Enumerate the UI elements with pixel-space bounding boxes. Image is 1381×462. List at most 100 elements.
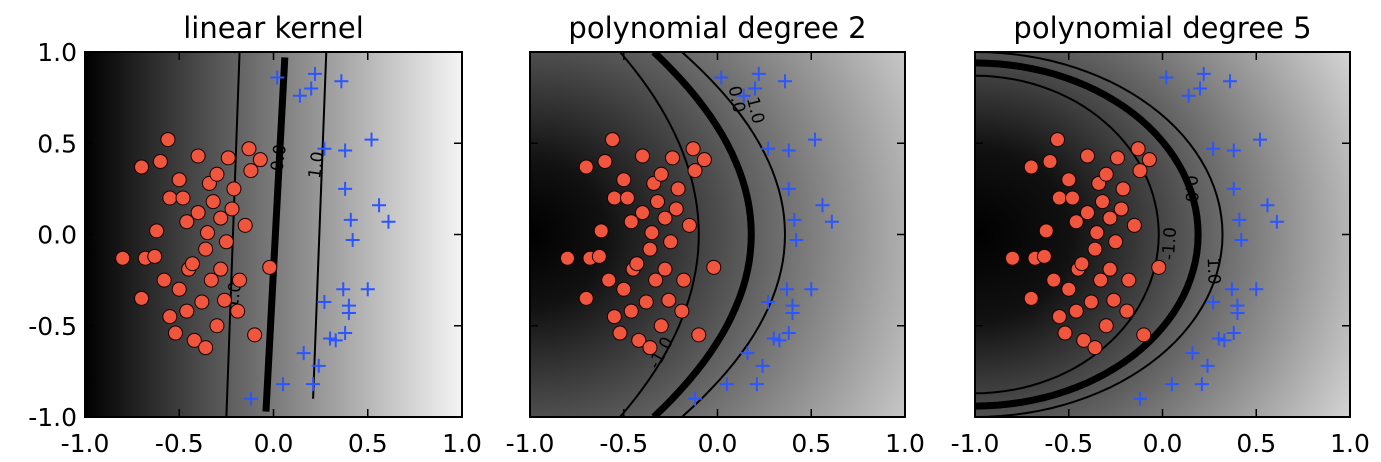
contour-label: 1.0 <box>1203 257 1224 285</box>
plus-point <box>751 66 766 81</box>
plus-point <box>1185 346 1200 361</box>
y-tick-label: 1.0 <box>37 38 77 67</box>
circle-point <box>171 172 187 188</box>
plus-point <box>328 333 343 348</box>
circle-point <box>629 256 645 272</box>
plus-point <box>307 66 322 81</box>
circle-point <box>1106 292 1122 308</box>
contour-line-3 <box>312 52 328 399</box>
circle-point <box>653 318 669 334</box>
plus-point <box>1230 305 1245 320</box>
circle-point <box>247 327 263 343</box>
circle-point <box>115 250 131 266</box>
circle-point <box>1068 303 1084 319</box>
circle-point <box>1102 261 1118 277</box>
circle-point <box>1080 148 1095 164</box>
circle-point <box>1110 150 1125 166</box>
circle-point <box>194 294 210 310</box>
plus-point <box>1234 232 1249 247</box>
x-tick-label: 0.5 <box>348 429 388 458</box>
plus-point <box>761 295 776 310</box>
circle-point <box>198 340 214 356</box>
plus-point <box>1232 212 1247 227</box>
contour-label: -1.0 <box>1159 226 1181 260</box>
plus-point <box>1224 282 1239 297</box>
plus-point <box>1193 81 1207 96</box>
plus-point <box>317 141 332 156</box>
plus-point <box>1194 377 1209 392</box>
circle-point <box>1074 256 1090 272</box>
circle-point <box>691 327 707 343</box>
plus-point <box>808 132 822 147</box>
circle-point <box>218 234 234 250</box>
plus-point <box>787 212 802 227</box>
contour-line-1 <box>225 52 241 417</box>
x-tick-label: -0.5 <box>1044 429 1093 458</box>
circle-point <box>1113 201 1129 217</box>
contour-line-2 <box>262 57 289 412</box>
circle-point <box>190 205 206 221</box>
circle-point <box>1057 325 1073 341</box>
circle-point <box>681 217 697 233</box>
circle-point <box>1093 272 1109 288</box>
plus-point <box>736 88 751 103</box>
plus-point <box>789 232 804 247</box>
plus-point <box>1206 295 1221 310</box>
circle-point <box>230 303 246 319</box>
plus-point <box>804 282 819 297</box>
circle-point <box>213 210 229 226</box>
y-tick-label: 0.5 <box>37 129 77 158</box>
plus-point <box>304 81 319 96</box>
circle-point <box>1038 223 1054 239</box>
circle-point <box>216 292 232 308</box>
x-tick-label: -1.0 <box>506 429 555 458</box>
circle-point <box>224 201 240 217</box>
plus-point <box>749 377 764 392</box>
circle-point <box>1042 154 1058 169</box>
x-tick-label: 1.0 <box>442 429 482 458</box>
plus-point <box>1206 141 1221 156</box>
decision-background <box>530 52 905 417</box>
contours: 0.0-1.01.0 <box>975 52 1224 417</box>
circle-point <box>644 225 660 241</box>
plus-point <box>772 333 787 348</box>
contour-line-3 <box>975 52 1224 417</box>
circle-point <box>1076 332 1092 348</box>
plus-point <box>778 74 792 89</box>
x-tick-label: -1.0 <box>61 429 110 458</box>
plus-point <box>824 214 839 229</box>
plus-point <box>1260 198 1275 213</box>
circle-point <box>578 159 594 175</box>
plus-point <box>761 141 776 156</box>
circle-point <box>620 190 635 206</box>
plus-point <box>345 232 360 247</box>
plus-point <box>270 70 285 85</box>
plus-point <box>338 326 353 341</box>
circle-point <box>1087 340 1103 356</box>
contour-line-2 <box>651 52 755 417</box>
plus-point <box>1217 333 1232 348</box>
circle-point <box>198 241 214 257</box>
circle-point <box>1141 152 1157 168</box>
circle-point <box>601 272 617 288</box>
circle-point <box>1050 132 1065 148</box>
circle-point <box>674 303 690 319</box>
panel-title: polynomial degree 5 <box>1013 11 1311 45</box>
circle-point <box>1095 194 1110 210</box>
y-tick-label: -1.0 <box>28 403 77 432</box>
x-tick-label: -0.5 <box>155 429 204 458</box>
circle-point <box>1051 190 1067 206</box>
circle-point <box>1098 318 1114 334</box>
circle-point <box>220 150 236 166</box>
circle-point <box>149 223 165 239</box>
circle-point <box>1098 166 1114 182</box>
circle-point <box>186 332 202 348</box>
plus-point <box>292 88 307 103</box>
circle-point <box>560 250 575 266</box>
circle-point <box>650 194 665 210</box>
circle-point <box>147 248 163 264</box>
contours: 0.0-1.01.0 <box>222 52 329 417</box>
plus-point <box>364 132 379 147</box>
x-tick-label: 1.0 <box>1330 429 1370 458</box>
circle-point <box>663 234 679 250</box>
